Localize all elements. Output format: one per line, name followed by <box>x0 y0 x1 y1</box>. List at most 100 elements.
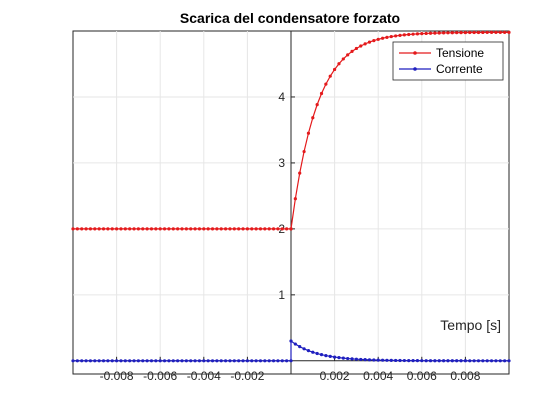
data-point <box>267 359 271 363</box>
y-tick-label: 1 <box>278 288 285 302</box>
data-point <box>184 227 188 231</box>
data-point <box>324 82 328 86</box>
legend-marker <box>413 67 417 71</box>
data-point <box>433 31 437 35</box>
data-point <box>354 46 358 51</box>
data-point <box>398 33 402 37</box>
data-point <box>402 33 406 37</box>
data-point <box>245 359 249 363</box>
data-point <box>411 32 415 36</box>
data-point <box>498 359 502 363</box>
data-point <box>189 227 193 231</box>
data-point <box>250 359 254 363</box>
data-point <box>498 30 502 34</box>
data-point <box>145 227 149 231</box>
data-point <box>385 358 389 362</box>
data-point <box>298 171 302 175</box>
data-point <box>258 227 263 231</box>
data-point <box>158 359 162 363</box>
data-point <box>141 359 145 363</box>
data-point <box>337 62 341 66</box>
data-point <box>97 359 101 363</box>
data-point <box>442 31 446 35</box>
data-point <box>346 53 350 57</box>
data-point <box>115 359 119 363</box>
data-point <box>93 359 97 363</box>
data-point <box>455 31 459 35</box>
data-point <box>141 227 145 231</box>
data-point <box>428 31 433 35</box>
data-point <box>228 227 232 231</box>
data-point <box>298 345 302 349</box>
data-point <box>71 227 75 231</box>
data-point <box>176 227 180 231</box>
data-point <box>110 359 114 363</box>
data-point <box>481 359 485 363</box>
data-point <box>372 39 376 43</box>
data-point <box>407 32 411 37</box>
data-point <box>162 227 167 231</box>
data-point <box>463 30 467 35</box>
data-point <box>84 359 88 363</box>
data-point <box>289 339 293 343</box>
data-point <box>489 30 494 35</box>
data-point <box>293 342 297 346</box>
data-point <box>176 359 180 363</box>
data-point <box>263 359 267 363</box>
data-point <box>93 227 97 231</box>
data-point <box>263 227 267 231</box>
data-point <box>459 359 463 363</box>
chart-title: Scarica del condensatore forzato <box>180 10 400 26</box>
data-point <box>385 35 389 39</box>
legend-entry: Corrente <box>436 62 483 76</box>
data-point <box>193 227 197 231</box>
data-point <box>494 30 498 34</box>
x-tick-label: -0.002 <box>230 369 264 383</box>
data-point <box>271 227 276 231</box>
data-point <box>319 91 324 96</box>
data-point <box>415 359 420 363</box>
data-point <box>463 359 467 363</box>
data-point <box>306 131 311 135</box>
data-point <box>171 227 175 231</box>
data-point <box>115 227 119 231</box>
data-point <box>442 359 446 363</box>
data-point <box>202 359 206 363</box>
data-point <box>359 44 363 48</box>
data-point <box>476 359 481 363</box>
data-point <box>363 358 367 362</box>
data-point <box>224 227 228 231</box>
data-point <box>206 359 210 363</box>
data-point <box>420 32 424 36</box>
x-tick-label: 0.004 <box>363 369 393 383</box>
data-point <box>380 36 385 40</box>
legend-entry: Tensione <box>436 46 484 60</box>
data-point <box>407 358 411 363</box>
data-point <box>101 359 106 363</box>
data-point <box>145 359 149 363</box>
data-point <box>84 227 88 231</box>
data-point <box>180 227 184 231</box>
data-point <box>446 31 450 35</box>
data-point <box>101 227 106 231</box>
data-point <box>507 359 511 363</box>
data-point <box>128 359 132 363</box>
data-point <box>341 356 345 360</box>
data-point <box>149 227 154 231</box>
data-point <box>123 359 127 363</box>
data-point <box>389 34 393 39</box>
series-group <box>71 30 511 363</box>
data-point <box>328 74 332 78</box>
data-point <box>88 227 93 231</box>
data-point <box>415 32 420 36</box>
data-point <box>224 359 228 363</box>
data-point <box>267 227 271 231</box>
data-point <box>210 227 215 231</box>
data-point <box>128 227 132 231</box>
data-point <box>363 42 367 46</box>
data-point <box>450 31 454 35</box>
data-point <box>428 359 433 363</box>
y-tick-label: 3 <box>278 156 285 170</box>
data-point <box>197 359 202 363</box>
